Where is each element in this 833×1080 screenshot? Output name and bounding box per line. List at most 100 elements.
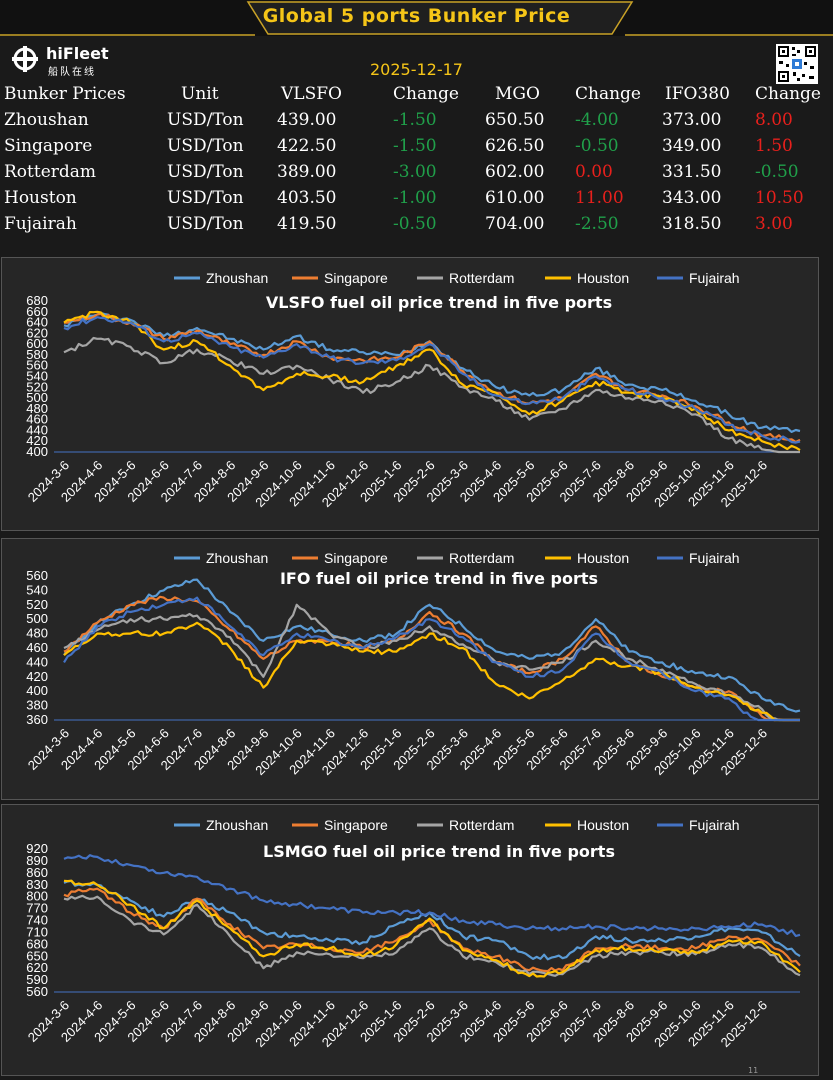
y-tick-label: 660: [26, 304, 48, 319]
mgo-change: 11.00: [575, 188, 624, 208]
ifo-price: 343.00: [662, 188, 722, 208]
legend-item: Zhoushan: [174, 270, 268, 286]
y-tick-label: 890: [26, 853, 48, 868]
column-header: IFO380: [665, 84, 730, 104]
vlsfo-price: 422.50: [277, 136, 337, 156]
y-tick-label: 520: [26, 597, 48, 612]
legend-label: Rotterdam: [449, 550, 514, 566]
legend-item: Zhoushan: [174, 550, 268, 566]
legend-label: Singapore: [324, 550, 388, 566]
unit-cell: USD/Ton: [167, 110, 244, 130]
y-tick-label: 540: [26, 582, 48, 597]
unit-cell: USD/Ton: [167, 188, 244, 208]
mgo-price: 602.00: [485, 162, 545, 182]
legend-label: Houston: [577, 270, 629, 286]
y-tick-label: 830: [26, 877, 48, 892]
y-tick-label: 640: [26, 315, 48, 330]
table-header: Bunker Prices Unit VLSFO Change MGO Chan…: [0, 84, 833, 110]
legend-item: Singapore: [292, 817, 388, 833]
ifo-change: 1.50: [755, 136, 793, 156]
vlsfo-change: -0.50: [393, 214, 437, 234]
vlsfo-change: -1.50: [393, 110, 437, 130]
table-row: Singapore USD/Ton 422.50 -1.50 626.50 -0.50 34…: [0, 136, 833, 162]
vlsfo-change: -3.00: [393, 162, 437, 182]
legend-label: Fujairah: [689, 817, 740, 833]
chart-title: IFO fuel oil price trend in five ports: [280, 569, 598, 588]
legend-item: Rotterdam: [417, 550, 514, 566]
series-line-fujairah: [63, 854, 801, 938]
table-row: Rotterdam USD/Ton 389.00 -3.00 602.00 0.00 331…: [0, 162, 833, 188]
table-row: Zhoushan USD/Ton 439.00 -1.50 650.50 -4.00 373…: [0, 110, 833, 136]
y-tick-label: 560: [26, 358, 48, 373]
ifo-change: -0.50: [755, 162, 799, 182]
y-tick-label: 620: [26, 325, 48, 340]
y-tick-label: 380: [26, 698, 48, 713]
y-tick-label: 580: [26, 347, 48, 362]
legend-item: Singapore: [292, 550, 388, 566]
y-tick-label: 650: [26, 948, 48, 963]
mgo-price: 626.50: [485, 136, 545, 156]
legend-label: Singapore: [324, 270, 388, 286]
y-tick-label: 680: [26, 936, 48, 951]
port-name: Singapore: [4, 136, 93, 156]
vlsfo-chart-panel: Zhoushan Singapore Rotterdam Houston Fujaira…: [1, 257, 819, 531]
qr-code-icon: [776, 44, 818, 84]
vlsfo-change: -1.00: [393, 188, 437, 208]
legend-item: Singapore: [292, 270, 388, 286]
legend-item: Fujairah: [657, 817, 740, 833]
legend-label: Rotterdam: [449, 270, 514, 286]
hifleet-logo-icon: [12, 46, 38, 72]
y-tick-label: 560: [26, 568, 48, 583]
brand-logo: hiFleet 船队在线: [12, 44, 132, 78]
ifo-price: 331.50: [662, 162, 722, 182]
y-tick-label: 710: [26, 924, 48, 939]
mgo-change: -4.00: [575, 110, 619, 130]
port-name: Rotterdam: [4, 162, 97, 182]
legend-label: Singapore: [324, 817, 388, 833]
y-tick-label: 800: [26, 889, 48, 904]
brand-subtitle: 船队在线: [48, 67, 96, 78]
legend-label: Zhoushan: [206, 550, 268, 566]
series-line-singapore: [63, 312, 801, 444]
page-title: Global 5 ports Bunker Price: [262, 5, 571, 27]
brand-name: hiFleet: [46, 44, 109, 63]
vlsfo-price: 419.50: [277, 214, 337, 234]
legend-item: Houston: [545, 550, 629, 566]
mgo-price: 704.00: [485, 214, 545, 234]
mgo-change: -0.50: [575, 136, 619, 156]
y-tick-label: 620: [26, 960, 48, 975]
series-line-fujairah: [63, 596, 800, 722]
legend-item: Rotterdam: [417, 270, 514, 286]
page-footnote: 11: [748, 1066, 759, 1075]
vlsfo-price: 439.00: [277, 110, 337, 130]
y-tick-label: 460: [26, 412, 48, 427]
ifo-change: 10.50: [755, 188, 804, 208]
y-tick-label: 560: [26, 984, 48, 999]
series-line-rotterdam: [63, 603, 800, 722]
y-tick-label: 770: [26, 901, 48, 916]
vlsfo-chart: Zhoushan Singapore Rotterdam Houston Fujaira…: [25, 270, 801, 510]
y-tick-label: 520: [26, 379, 48, 394]
y-tick-label: 860: [26, 865, 48, 880]
ifo-price: 373.00: [662, 110, 722, 130]
series-line-houston: [63, 879, 801, 978]
column-header: VLSFO: [281, 84, 342, 104]
y-tick-label: 420: [26, 669, 48, 684]
legend-label: Houston: [577, 817, 629, 833]
y-tick-label: 500: [26, 390, 48, 405]
mgo-price: 650.50: [485, 110, 545, 130]
ifo-chart-panel: Zhoushan Singapore Rotterdam Houston Fujaira…: [1, 538, 819, 800]
unit-cell: USD/Ton: [167, 214, 244, 234]
legend-label: Rotterdam: [449, 817, 514, 833]
banner-shape: [0, 0, 833, 36]
y-tick-label: 680: [26, 293, 48, 308]
mgo-price: 610.00: [485, 188, 545, 208]
y-tick-label: 480: [26, 401, 48, 416]
mgo-change: -2.50: [575, 214, 619, 234]
table-row: Houston USD/Ton 403.50 -1.00 610.00 11.00 343.…: [0, 188, 833, 214]
legend-label: Fujairah: [689, 550, 740, 566]
ifo-change: 3.00: [755, 214, 793, 234]
chart-title: VLSFO fuel oil price trend in five ports: [266, 293, 612, 312]
unit-cell: USD/Ton: [167, 162, 244, 182]
y-tick-label: 920: [26, 841, 48, 856]
